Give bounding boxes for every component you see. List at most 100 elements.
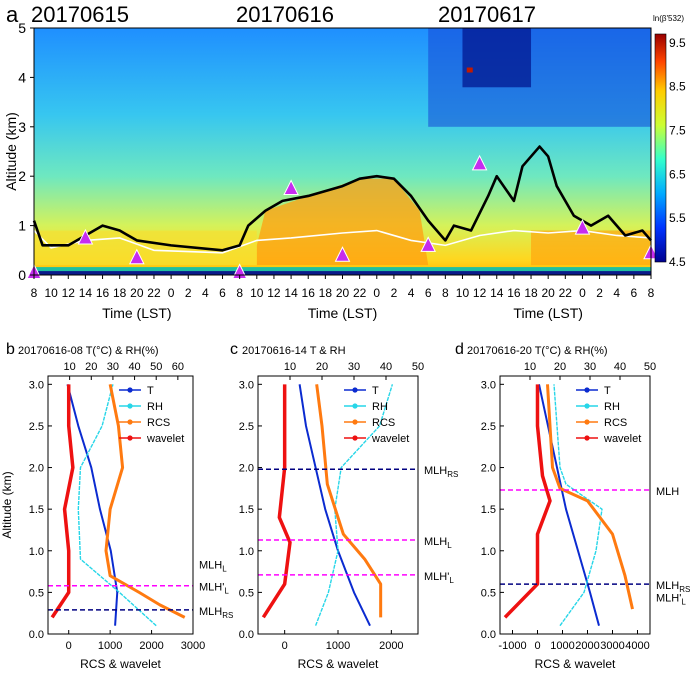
mlh-label: MLHL <box>424 536 452 550</box>
mlh-label: MLH'L <box>424 571 454 585</box>
radiosonde-marker <box>574 218 591 235</box>
series-rcs-line <box>104 384 186 619</box>
legend-label: RCS <box>604 417 627 429</box>
radiosonde-marker <box>283 179 299 196</box>
y-tick-label: 2 <box>18 168 26 184</box>
top-tick-label: 50 <box>412 361 424 373</box>
mlh-label-main: MLH <box>424 536 447 548</box>
mlh-black-line <box>32 145 652 252</box>
date-label: 20170615 <box>31 2 129 27</box>
x-tick-label: 2000 <box>575 640 599 652</box>
x-tick-label: 16 <box>507 286 521 300</box>
mlh-label-main: MLH <box>656 580 679 592</box>
radiosonde-marker <box>471 154 488 171</box>
y-tick-label: 2.0 <box>29 463 44 475</box>
mlh-label-main: MLH' <box>199 582 224 594</box>
legend-label: T <box>147 385 154 397</box>
colorbar <box>654 33 667 263</box>
x-tick-label: 22 <box>559 286 573 300</box>
legend-marker <box>127 387 133 393</box>
y-tick-label: 1.5 <box>29 504 44 516</box>
x-tick-label: 16 <box>96 286 110 300</box>
x-tick-label: -1000 <box>498 640 526 652</box>
x-axis-label: Time (LST) <box>513 305 582 321</box>
y-tick-label: 0.5 <box>481 587 496 599</box>
x-tick-label: 2000 <box>379 640 403 652</box>
top-tick-label: 50 <box>644 361 656 373</box>
mlh-label: MLHRS <box>424 465 458 479</box>
colorbar-tick-label: 4.5 <box>669 255 686 269</box>
x-tick-label: 10 <box>44 286 58 300</box>
x-tick-label: 8 <box>31 286 38 300</box>
y-tick-label: 2.5 <box>481 421 496 433</box>
mlh-label-sub: L <box>449 576 454 585</box>
legend-marker <box>352 387 358 393</box>
mlh-label-sub: L <box>681 598 686 607</box>
top-tick-label: 10 <box>524 361 536 373</box>
y-tick-label: 0.0 <box>481 629 496 641</box>
legend-label: wavelet <box>371 433 409 445</box>
y-tick-label: 3.0 <box>29 379 44 391</box>
x-tick-label: 16 <box>302 286 316 300</box>
heatmap-clear-region <box>462 28 532 88</box>
x-tick-label: 2 <box>391 286 398 300</box>
x-tick-label: 0 <box>66 640 72 652</box>
y-tick-label: 1.5 <box>239 504 254 516</box>
plot-frame <box>47 375 194 635</box>
y-tick-label: 1.0 <box>481 546 496 558</box>
date-label: 20170616 <box>236 2 334 27</box>
date-label: 20170617 <box>438 2 536 27</box>
y-tick-label: 0 <box>18 267 26 283</box>
mlh-white-line <box>33 229 652 254</box>
y-tick-label: 5 <box>18 20 26 36</box>
top-tick-label: 10 <box>284 361 296 373</box>
panel-letter-a: a <box>6 2 19 27</box>
y-tick-label: 3 <box>18 119 26 135</box>
radiosonde-marker <box>334 246 351 262</box>
colorbar-tick-label: 7.5 <box>669 123 686 137</box>
heatmap-surface-band <box>34 270 651 275</box>
series-t-line <box>298 384 371 627</box>
y-tick-label: 2.0 <box>481 463 496 475</box>
top-tick-label: 50 <box>150 361 162 373</box>
x-tick-label: 1000 <box>98 640 122 652</box>
panel-title: 20170616-20 T(°C) & RH(%) <box>467 345 608 357</box>
x-axis-label: RCS & wavelet <box>535 657 616 671</box>
top-tick-label: 20 <box>85 361 97 373</box>
y-tick-label: 0.5 <box>29 587 44 599</box>
x-axis-label: Time (LST) <box>102 305 171 321</box>
x-tick-label: 4 <box>613 286 620 300</box>
x-tick-label: 2 <box>596 286 603 300</box>
series-wavelet-line <box>50 384 75 619</box>
x-tick-label: 12 <box>473 286 487 300</box>
x-axis-label: Time (LST) <box>308 305 377 321</box>
y-axis-label: Altitude (km) <box>3 112 19 191</box>
panel-title: 20170616-14 T & RH <box>242 345 346 357</box>
x-tick-label: 0 <box>168 286 175 300</box>
mlh-label-main: MLH <box>199 606 222 618</box>
panel-letter: b <box>6 341 15 358</box>
mlh-label-sub: L <box>222 564 227 573</box>
y-axis-label: Altitude (km) <box>0 471 14 538</box>
top-tick-label: 40 <box>380 361 392 373</box>
x-tick-label: 18 <box>319 286 333 300</box>
heatmap-aerosol-layer <box>256 178 429 266</box>
colorbar-label: ln(β'532) <box>653 14 684 23</box>
y-tick-label: 0.0 <box>239 629 254 641</box>
legend-label: RH <box>147 401 163 413</box>
series-wavelet-line <box>503 384 552 619</box>
top-tick-label: 30 <box>348 361 360 373</box>
y-tick-label: 2.0 <box>239 463 254 475</box>
x-tick-label: 6 <box>219 286 226 300</box>
mlh-label-sub: RS <box>447 470 458 479</box>
x-tick-label: 10 <box>456 286 470 300</box>
x-tick-label: 20 <box>130 286 144 300</box>
x-tick-label: 3000 <box>181 640 205 652</box>
x-tick-label: 4000 <box>625 640 649 652</box>
series-rh-line <box>553 384 603 627</box>
legend-label: RCS <box>147 417 170 429</box>
mlh-label-main: MLH <box>656 486 679 498</box>
y-tick-label: 0.5 <box>239 587 254 599</box>
series-wavelet-line <box>261 384 292 619</box>
